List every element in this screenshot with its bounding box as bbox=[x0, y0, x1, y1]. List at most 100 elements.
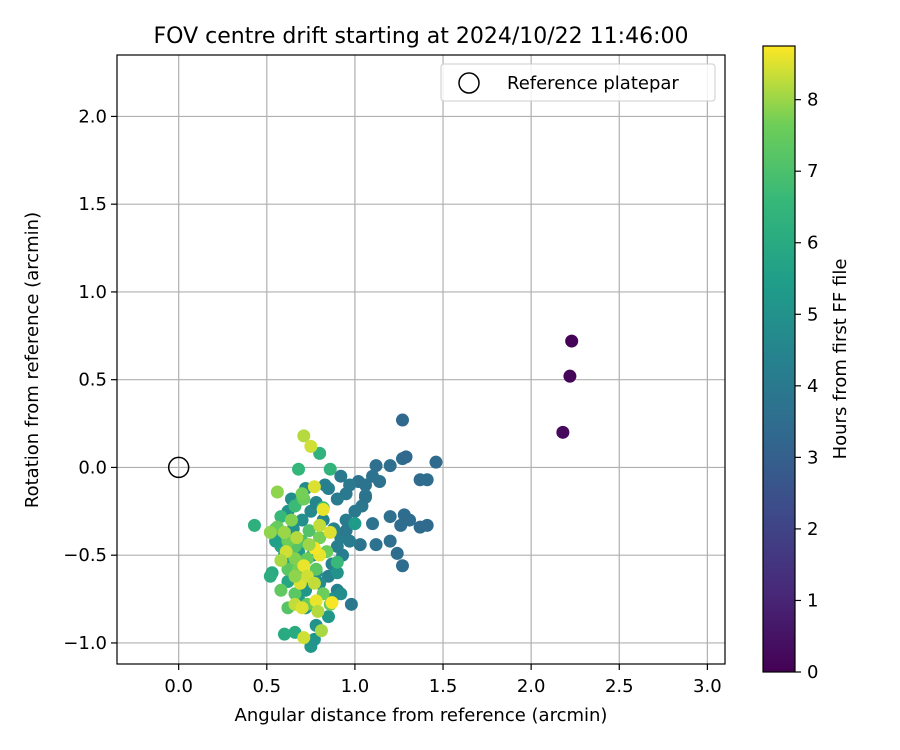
data-point bbox=[330, 555, 344, 569]
data-point bbox=[343, 534, 357, 548]
data-point bbox=[358, 490, 372, 504]
data-point bbox=[321, 610, 335, 624]
data-point bbox=[420, 473, 434, 487]
data-point bbox=[344, 597, 358, 611]
colorbar-tick-label: 0 bbox=[807, 662, 818, 683]
data-point bbox=[325, 596, 339, 610]
data-point bbox=[313, 518, 327, 532]
data-point bbox=[383, 534, 397, 548]
x-tick-label: 2.0 bbox=[517, 676, 546, 697]
legend-label: Reference platepar bbox=[507, 73, 679, 94]
data-point bbox=[394, 518, 408, 532]
chart-title: FOV centre drift starting at 2024/10/22 … bbox=[154, 24, 689, 49]
data-point bbox=[313, 531, 327, 545]
data-point bbox=[339, 524, 353, 538]
data-point bbox=[565, 334, 579, 348]
data-point bbox=[563, 369, 577, 383]
data-point bbox=[288, 587, 302, 601]
data-point bbox=[295, 601, 309, 615]
data-point bbox=[277, 525, 291, 539]
data-point bbox=[274, 510, 288, 524]
legend-box bbox=[440, 63, 716, 102]
data-point bbox=[307, 480, 321, 494]
data-point bbox=[429, 455, 443, 469]
data-point bbox=[288, 499, 302, 513]
data-point bbox=[334, 587, 348, 601]
data-point bbox=[366, 517, 380, 531]
data-point bbox=[314, 624, 328, 638]
data-point bbox=[323, 525, 337, 539]
data-point bbox=[316, 503, 330, 517]
data-point bbox=[274, 583, 288, 597]
data-point bbox=[395, 413, 409, 427]
colorbar-gradient bbox=[762, 45, 796, 673]
plot-frame bbox=[116, 54, 726, 665]
data-point bbox=[302, 538, 316, 552]
x-tick-label: 0.0 bbox=[164, 676, 193, 697]
data-points bbox=[247, 334, 579, 653]
data-point bbox=[330, 566, 344, 580]
colorbar-tick-label: 3 bbox=[807, 447, 818, 468]
colorbar: 0 1 2 3 4 5 6 7 8 Hours from first FF file bbox=[762, 45, 851, 683]
data-point bbox=[395, 559, 409, 573]
legend: Reference platepar bbox=[440, 63, 716, 102]
legend-open-circle-icon bbox=[458, 72, 480, 94]
reference-marker bbox=[167, 456, 190, 479]
data-point bbox=[247, 518, 261, 532]
data-point bbox=[307, 632, 321, 646]
x-tick-label: 2.5 bbox=[605, 676, 634, 697]
data-point bbox=[297, 559, 311, 573]
x-tick-label: 1.0 bbox=[341, 676, 370, 697]
data-point bbox=[348, 517, 362, 531]
data-point bbox=[330, 492, 344, 506]
x-tick-label: 0.5 bbox=[252, 676, 281, 697]
data-point bbox=[313, 446, 327, 460]
data-point bbox=[277, 627, 291, 641]
data-point bbox=[399, 450, 413, 464]
grid-lines bbox=[117, 55, 725, 664]
data-point bbox=[383, 459, 397, 473]
data-point bbox=[369, 538, 383, 552]
data-point bbox=[290, 531, 304, 545]
data-point bbox=[309, 562, 323, 576]
data-point bbox=[383, 510, 397, 524]
x-axis-ticks: 0.0 0.5 1.0 1.5 2.0 2.5 3.0 bbox=[164, 664, 722, 697]
data-point bbox=[348, 504, 362, 518]
data-point bbox=[369, 459, 383, 473]
data-point bbox=[270, 485, 284, 499]
data-point bbox=[288, 552, 302, 566]
data-point bbox=[323, 462, 337, 476]
data-point bbox=[297, 631, 311, 645]
x-tick-label: 3.0 bbox=[693, 676, 722, 697]
data-point bbox=[334, 469, 348, 483]
data-point bbox=[292, 462, 306, 476]
y-tick-label: −1.0 bbox=[63, 633, 107, 654]
colorbar-tick-label: 1 bbox=[807, 590, 818, 611]
colorbar-label: Hours from first FF file bbox=[830, 259, 851, 460]
x-axis-label: Angular distance from reference (arcmin) bbox=[235, 705, 608, 726]
colorbar-tick-label: 4 bbox=[807, 376, 818, 397]
data-point bbox=[420, 518, 434, 532]
data-point bbox=[295, 487, 309, 501]
y-tick-label: 1.5 bbox=[78, 194, 107, 215]
y-axis-label: Rotation from reference (arcmin) bbox=[22, 212, 43, 508]
data-point bbox=[366, 469, 380, 483]
data-point bbox=[304, 439, 318, 453]
data-point bbox=[307, 576, 321, 590]
data-point bbox=[309, 594, 323, 608]
data-point bbox=[288, 569, 302, 583]
data-point bbox=[295, 513, 309, 527]
colorbar-tick-label: 6 bbox=[807, 233, 818, 254]
y-tick-label: 0.0 bbox=[78, 457, 107, 478]
colorbar-tick-label: 5 bbox=[807, 304, 818, 325]
y-tick-label: 1.0 bbox=[78, 282, 107, 303]
colorbar-tick-label: 8 bbox=[807, 90, 818, 111]
data-point bbox=[284, 513, 298, 527]
data-point bbox=[390, 546, 404, 560]
data-point bbox=[343, 478, 357, 492]
y-tick-label: −0.5 bbox=[63, 545, 107, 566]
y-axis-ticks: −1.0 −0.5 0.0 0.5 1.0 1.5 2.0 bbox=[63, 106, 117, 654]
data-point bbox=[556, 425, 570, 439]
data-point bbox=[274, 553, 288, 567]
